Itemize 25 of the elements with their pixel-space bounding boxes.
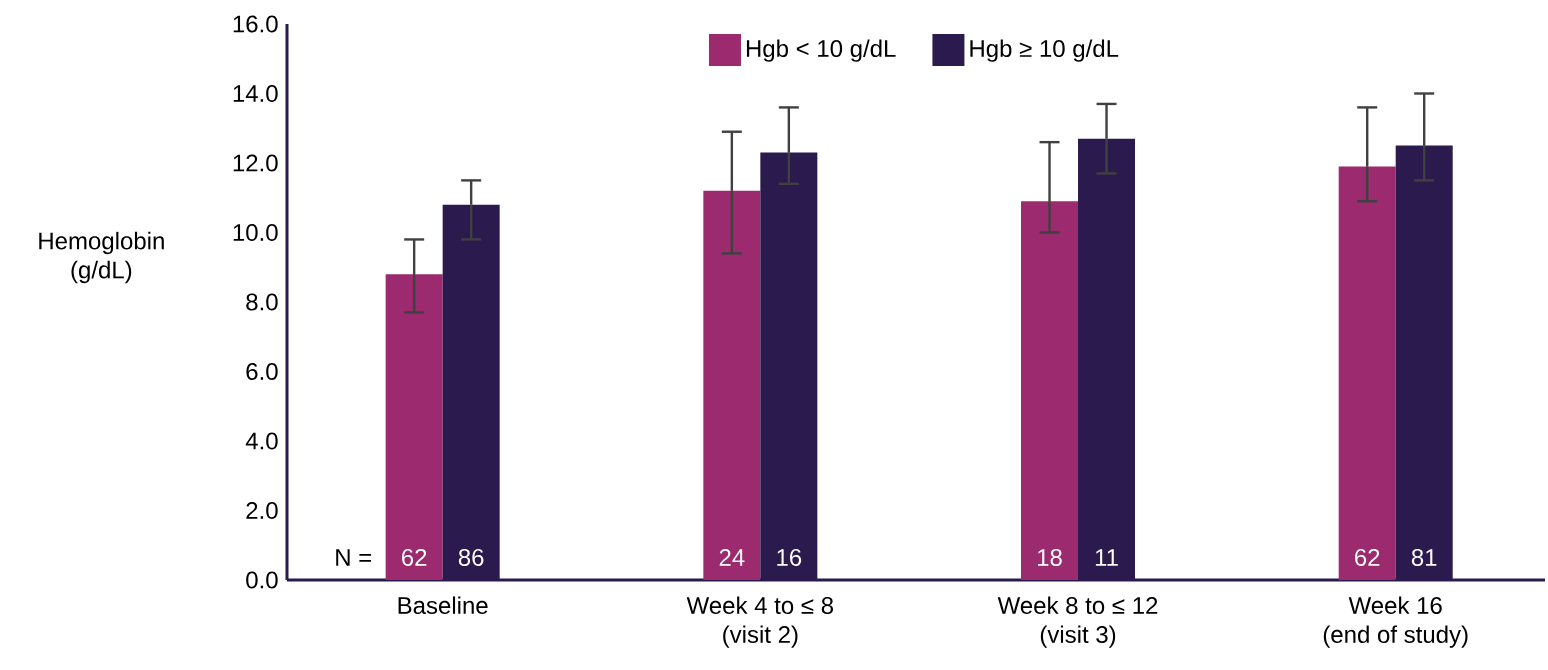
annotation: 16 — [777, 548, 802, 566]
y-tick-label: 4.0 — [245, 432, 278, 450]
y-axis-title: Hemoglobin (g/dL) — [39, 231, 164, 284]
legend-label: Hgb < 10 g/dL — [746, 39, 896, 62]
x-tick-label: Baseline — [398, 596, 488, 615]
annotation: 62 — [1355, 548, 1380, 566]
y-tick-label: 2.0 — [246, 502, 278, 519]
y-tick-label: 10.0 — [233, 224, 278, 241]
y-tick-label: 16.0 — [233, 15, 278, 33]
x-tick-label: Week 4 to ≤ 8 (visit 2) — [686, 596, 834, 648]
annotation: 11 — [1095, 549, 1118, 566]
y-tick-label: 6.0 — [246, 363, 278, 380]
annotation: 18 — [1037, 548, 1062, 566]
y-tick-label: 8.0 — [246, 293, 278, 311]
y-tick-label: 0.0 — [246, 571, 278, 589]
annotation: 24 — [719, 549, 745, 566]
annotation: 81 — [1411, 548, 1437, 566]
x-tick-label: Week 8 to ≤ 12 (visit 3) — [997, 596, 1158, 648]
legend-label: Hgb ≥ 10 g/dL — [970, 39, 1119, 62]
y-tick-label: 12.0 — [233, 154, 278, 172]
y-tick-label: 14.0 — [233, 85, 278, 102]
annotation: 62 — [402, 548, 427, 566]
x-tick-label: Week 16 (end of study) — [1323, 596, 1468, 648]
annotation: N = — [336, 549, 372, 566]
annotation: 86 — [458, 548, 484, 566]
